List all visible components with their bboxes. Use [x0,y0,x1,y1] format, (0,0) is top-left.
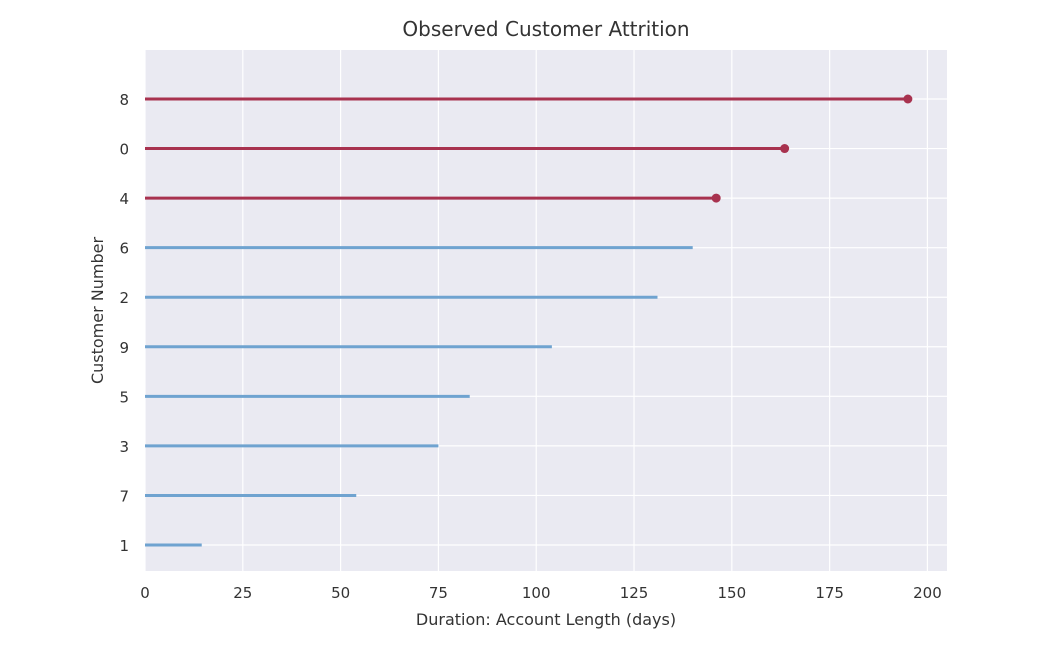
x-axis-label: Duration: Account Length (days) [416,610,676,629]
y-tick-label: 4 [119,190,129,208]
y-tick-label: 1 [119,537,129,555]
y-tick-label: 0 [119,141,129,159]
y-tick-label: 9 [119,339,129,357]
x-tick-label: 150 [718,584,747,602]
x-tick-label: 75 [429,584,448,602]
x-tick-label: 175 [815,584,844,602]
y-tick-label: 3 [119,438,129,456]
y-tick-label: 2 [119,289,129,307]
x-tick-label: 0 [140,584,150,602]
x-tick-label: 200 [913,584,942,602]
x-tick-label: 25 [233,584,252,602]
chart-title: Observed Customer Attrition [402,17,689,41]
x-tick-label: 125 [620,584,649,602]
churn-event-marker [711,193,721,203]
y-axis-label: Customer Number [88,237,107,385]
churn-event-marker [903,94,913,104]
y-tick-label: 7 [119,487,129,505]
y-tick-label: 8 [119,91,129,109]
lifelines [145,94,913,547]
x-tick-label: 50 [331,584,350,602]
y-tick-label: 5 [119,388,129,406]
y-axis-ticks: 8 0 4 6 2 9 5 3 7 1 [119,91,129,555]
x-axis-ticks: 0 25 50 75 100 125 150 175 200 [140,584,942,602]
x-tick-label: 100 [522,584,551,602]
plot-area [145,50,947,571]
churn-event-marker [780,144,790,154]
y-tick-label: 6 [119,240,129,258]
